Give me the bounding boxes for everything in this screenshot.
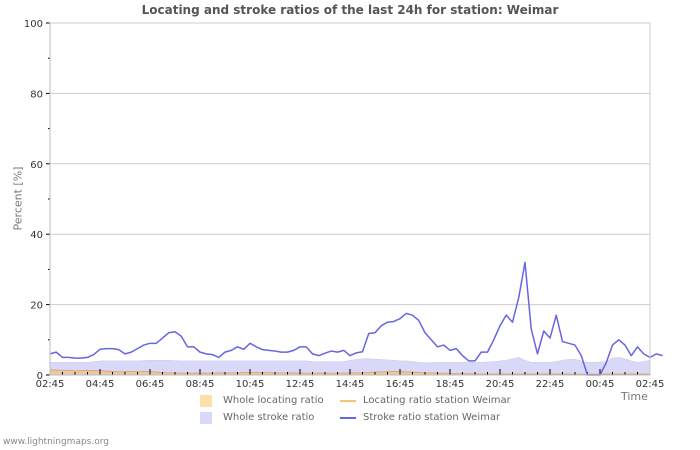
legend-line-icon [340,400,356,402]
source-link[interactable]: www.lightningmaps.org [3,437,109,447]
chart-title: Locating and stroke ratios of the last 2… [141,3,559,17]
legend-label: Stroke ratio station Weimar [363,412,501,423]
y-tick-label: 20 [30,301,43,312]
legend-swatch-icon [200,412,212,424]
y-tick-label: 0 [37,371,43,382]
x-axis-label: Time [621,390,648,403]
x-tick-label: 02:45 [636,379,665,390]
x-tick-label: 16:45 [386,379,415,390]
x-tick-label: 08:45 [186,379,215,390]
legend-label: Locating ratio station Weimar [363,395,511,406]
x-tick-label: 00:45 [586,379,615,390]
x-tick-label: 14:45 [336,379,365,390]
y-tick-label: 60 [30,160,43,171]
x-tick-label: 10:45 [236,379,265,390]
y-tick-label: 40 [30,230,43,241]
y-tick-label: 100 [24,19,43,30]
legend-line-icon [340,417,356,419]
legend-label: Whole stroke ratio [223,412,315,423]
x-tick-label: 12:45 [286,379,315,390]
stroke-ratio-station-line [49,261,663,376]
y-tick-label: 80 [30,89,43,100]
x-tick-label: 02:45 [36,379,65,390]
x-tick-label: 04:45 [86,379,115,390]
x-tick-label: 18:45 [436,379,465,390]
legend-label: Whole locating ratio [223,395,324,406]
legend-swatch-icon [200,395,212,407]
x-tick-label: 22:45 [536,379,565,390]
x-tick-label: 20:45 [486,379,515,390]
plot-frame [49,22,651,376]
x-tick-label: 06:45 [136,379,165,390]
y-axis-label: Percent [%] [11,166,25,231]
